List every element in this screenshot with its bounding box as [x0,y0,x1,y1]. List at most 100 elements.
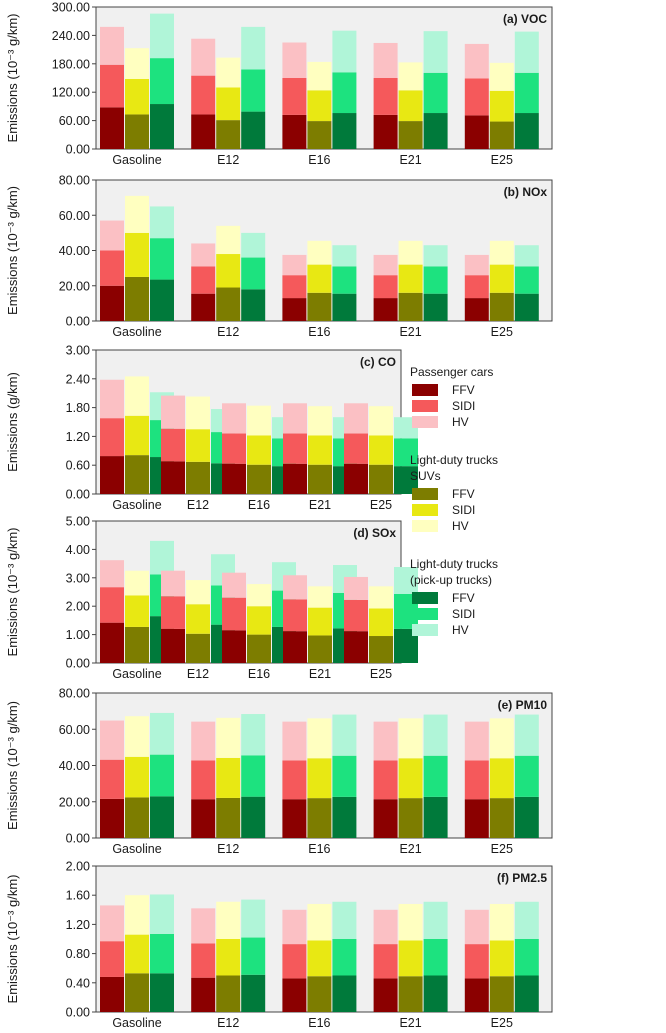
bar-light-duty-trucks-suvs-ffv-e16 [247,464,271,494]
y-tick-label: 20.00 [59,795,90,809]
bar-passenger-cars-hv-e12 [191,243,216,267]
bar-passenger-cars-ffv-e21 [373,114,398,149]
bar-passenger-cars-sidi-gasoline [100,941,124,977]
bar-light-duty-trucks-pick-up-trucks-ffv-e12 [241,111,266,149]
bar-passenger-cars-ffv-e16 [222,463,246,494]
bar-passenger-cars-sidi-e16 [282,78,307,115]
bar-passenger-cars-sidi-gasoline [100,759,124,799]
legend-swatch-passenger-cars-ffv [412,384,438,396]
legend-group-title: Light-duty trucks [410,453,498,467]
bar-light-duty-trucks-suvs-hv-e21 [398,62,423,91]
y-tick-label: 0.00 [66,832,90,846]
y-tick-label: 0.60 [66,459,90,473]
y-tick-label: 3.00 [66,344,90,358]
bar-light-duty-trucks-suvs-sidi-e25 [489,264,514,293]
x-tick-label: E12 [217,842,239,856]
bar-passenger-cars-ffv-e21 [373,799,398,838]
bar-passenger-cars-hv-gasoline [100,905,124,942]
bar-passenger-cars-sidi-e21 [373,760,398,800]
bar-light-duty-trucks-pick-up-trucks-hv-e12 [241,714,266,756]
bar-passenger-cars-sidi-e25 [464,78,489,116]
bar-passenger-cars-hv-e21 [373,721,398,761]
bar-light-duty-trucks-suvs-hv-e16 [247,405,271,436]
bar-light-duty-trucks-pick-up-trucks-sidi-e21 [423,755,448,797]
bar-passenger-cars-ffv-e25 [464,115,489,149]
bar-passenger-cars-ffv-gasoline [100,107,124,149]
bar-light-duty-trucks-pick-up-trucks-hv-e16 [332,714,357,756]
bar-light-duty-trucks-suvs-ffv-e25 [369,464,393,494]
bar-passenger-cars-hv-e12 [191,721,216,761]
bar-passenger-cars-sidi-e25 [344,433,368,464]
bar-light-duty-trucks-suvs-ffv-e21 [398,292,423,321]
bar-light-duty-trucks-suvs-ffv-e16 [307,798,332,838]
bar-light-duty-trucks-pick-up-trucks-hv-e25 [514,31,539,73]
bar-passenger-cars-hv-e12 [161,570,185,597]
y-tick-label: 0.40 [66,976,90,990]
bar-light-duty-trucks-pick-up-trucks-hv-e21 [423,31,448,73]
bar-light-duty-trucks-suvs-sidi-gasoline [125,78,149,115]
bar-passenger-cars-sidi-e12 [161,428,185,462]
bar-light-duty-trucks-suvs-hv-e25 [489,240,514,265]
bar-light-duty-trucks-pick-up-trucks-sidi-gasoline [150,933,174,974]
x-tick-label: Gasoline [112,325,161,339]
bar-passenger-cars-hv-e25 [464,721,489,761]
bar-light-duty-trucks-suvs-sidi-e21 [398,758,423,799]
bar-light-duty-trucks-suvs-hv-e12 [216,717,241,758]
x-tick-label: E16 [308,153,330,167]
bar-passenger-cars-hv-e21 [373,42,398,78]
y-tick-label: 0.00 [66,143,90,157]
bar-passenger-cars-ffv-gasoline [100,622,124,663]
x-tick-label: Gasoline [112,667,161,681]
y-tick-label: 0.00 [66,657,90,671]
bar-light-duty-trucks-suvs-sidi-e25 [369,435,393,465]
y-tick-label: 120.00 [52,86,90,100]
bar-passenger-cars-hv-gasoline [100,379,124,419]
bar-light-duty-trucks-pick-up-trucks-hv-e21 [423,901,448,939]
bar-light-duty-trucks-suvs-hv-e12 [216,225,241,255]
panel-title: (c) CO [360,355,396,369]
bar-light-duty-trucks-pick-up-trucks-ffv-e21 [423,293,448,321]
bar-light-duty-trucks-suvs-hv-gasoline [125,570,149,596]
bar-light-duty-trucks-suvs-sidi-e21 [398,940,423,977]
bar-passenger-cars-hv-e21 [373,909,398,945]
bar-passenger-cars-ffv-e16 [282,114,307,149]
legend-swatch-light-duty-trucks-suvs-sidi [412,504,438,516]
bar-light-duty-trucks-pick-up-trucks-sidi-gasoline [150,58,174,105]
legend-swatch-passenger-cars-sidi [412,400,438,412]
bar-passenger-cars-ffv-e25 [464,799,489,838]
legend-label: SIDI [452,399,475,413]
legend-swatch-light-duty-trucks-suvs-hv [412,520,438,532]
bar-light-duty-trucks-suvs-hv-e12 [186,396,210,430]
bar-passenger-cars-hv-e25 [464,909,489,945]
legend-label: FFV [452,591,475,605]
bar-light-duty-trucks-suvs-hv-gasoline [125,48,149,79]
bar-light-duty-trucks-suvs-ffv-e21 [398,798,423,838]
legend-swatch-light-duty-trucks-suvs-ffv [412,488,438,500]
bar-light-duty-trucks-suvs-ffv-e12 [216,975,241,1012]
bar-passenger-cars-sidi-e25 [464,944,489,979]
y-tick-label: 180.00 [52,57,90,71]
bar-passenger-cars-sidi-e25 [464,760,489,800]
y-tick-label: 20.00 [59,279,90,293]
x-tick-label: E25 [491,1016,513,1028]
bar-passenger-cars-ffv-gasoline [100,456,124,494]
bar-light-duty-trucks-suvs-ffv-e16 [247,634,271,663]
bar-passenger-cars-hv-e12 [191,38,216,76]
y-tick-label: 3.00 [66,571,90,585]
bar-light-duty-trucks-pick-up-trucks-ffv-e25 [514,975,539,1012]
bar-passenger-cars-sidi-e12 [191,760,216,800]
bar-light-duty-trucks-suvs-hv-gasoline [125,195,149,233]
bar-light-duty-trucks-suvs-hv-e16 [307,240,332,265]
legend-label: HV [452,519,469,533]
bar-passenger-cars-ffv-e12 [191,293,216,321]
bar-light-duty-trucks-suvs-sidi-e12 [216,939,241,976]
bar-light-duty-trucks-pick-up-trucks-ffv-e16 [332,796,357,838]
y-tick-label: 60.00 [59,114,90,128]
bar-passenger-cars-sidi-e16 [222,433,246,464]
bar-light-duty-trucks-suvs-ffv-e12 [216,120,241,149]
bar-passenger-cars-hv-gasoline [100,220,124,251]
bar-passenger-cars-sidi-gasoline [100,587,124,623]
bar-light-duty-trucks-pick-up-trucks-ffv-e25 [514,796,539,838]
bar-light-duty-trucks-pick-up-trucks-sidi-e21 [423,939,448,976]
